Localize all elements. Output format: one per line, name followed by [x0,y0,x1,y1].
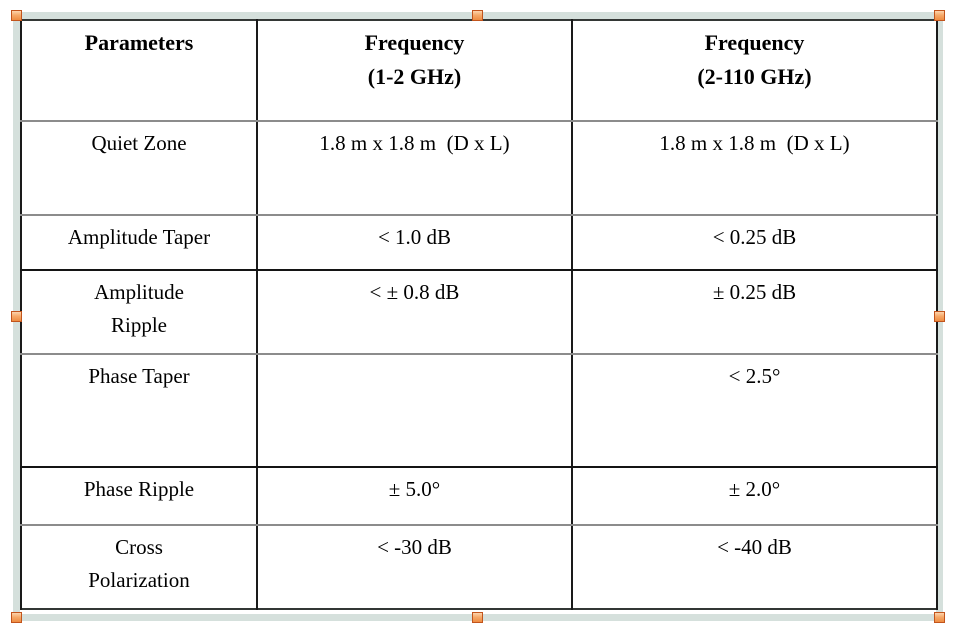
cell-amplitude-taper-band1[interactable]: < 1.0 dB [256,214,573,271]
cell-quiet-zone-band2[interactable]: 1.8 m x 1.8 m (D x L) [571,120,938,216]
cell-phase-ripple-band2[interactable]: ± 2.0° [571,466,938,526]
cell-amplitude-taper-band2[interactable]: < 0.25 dB [571,214,938,271]
resize-handle-top-middle[interactable] [472,10,483,21]
resize-handle-middle-right[interactable] [934,311,945,322]
cell-phase-taper-label[interactable]: Phase Taper [20,353,258,468]
table-row: Quiet Zone 1.8 m x 1.8 m (D x L) 1.8 m x… [20,120,938,216]
cell-amplitude-taper-label[interactable]: Amplitude Taper [20,214,258,271]
table-row: Amplitude Taper < 1.0 dB < 0.25 dB [20,214,938,271]
table-object[interactable]: Parameters Frequency (1-2 GHz) Frequency… [20,19,938,614]
resize-handle-top-left[interactable] [11,10,22,21]
resize-handle-bottom-left[interactable] [11,612,22,623]
cell-phase-ripple-label[interactable]: Phase Ripple [20,466,258,526]
resize-handle-bottom-right[interactable] [934,612,945,623]
table-row: Phase Ripple ± 5.0° ± 2.0° [20,466,938,526]
cell-phase-ripple-band1[interactable]: ± 5.0° [256,466,573,526]
cell-quiet-zone-label[interactable]: Quiet Zone [20,120,258,216]
cell-cross-polarization-band2[interactable]: < -40 dB [571,524,938,609]
resize-handle-bottom-middle[interactable] [472,612,483,623]
header-cell-frequency-2-110[interactable]: Frequency (2-110 GHz) [571,19,938,122]
resize-handle-middle-left[interactable] [11,311,22,322]
cell-cross-polarization-label[interactable]: Cross Polarization [20,524,258,609]
resize-handle-top-right[interactable] [934,10,945,21]
cell-amplitude-ripple-band1[interactable]: < ± 0.8 dB [256,269,573,355]
specs-table: Parameters Frequency (1-2 GHz) Frequency… [20,19,938,610]
table-row: Cross Polarization < -30 dB < -40 dB [20,524,938,609]
cell-phase-taper-band1[interactable] [256,353,573,468]
table-row: Phase Taper < 2.5° [20,353,938,468]
header-cell-parameters[interactable]: Parameters [20,19,258,122]
cell-amplitude-ripple-label[interactable]: Amplitude Ripple [20,269,258,355]
cell-quiet-zone-band1[interactable]: 1.8 m x 1.8 m (D x L) [256,120,573,216]
header-cell-frequency-1-2[interactable]: Frequency (1-2 GHz) [256,19,573,122]
table-row: Amplitude Ripple < ± 0.8 dB ± 0.25 dB [20,269,938,355]
table-selection-frame[interactable]: Parameters Frequency (1-2 GHz) Frequency… [11,10,945,623]
cell-phase-taper-band2[interactable]: < 2.5° [571,353,938,468]
cell-amplitude-ripple-band2[interactable]: ± 0.25 dB [571,269,938,355]
cell-cross-polarization-band1[interactable]: < -30 dB [256,524,573,609]
table-header-row: Parameters Frequency (1-2 GHz) Frequency… [20,19,938,122]
